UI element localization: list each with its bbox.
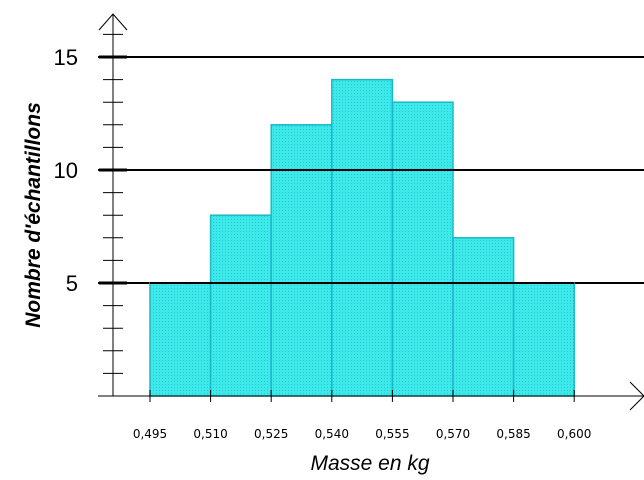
bar-1 bbox=[209, 214, 272, 397]
x-tick-label-6: 0,585 bbox=[496, 427, 530, 441]
y-tick-label-15: 15 bbox=[54, 45, 78, 70]
x-axis-title: Masse en kg bbox=[310, 452, 429, 475]
x-axis-arrow bbox=[629, 381, 644, 411]
axes bbox=[98, 13, 644, 411]
x-tick-label-2: 0,525 bbox=[254, 427, 288, 441]
bar-3 bbox=[331, 78, 394, 397]
bar-2 bbox=[270, 124, 333, 397]
x-tick-label-4: 0,555 bbox=[375, 427, 409, 441]
bar-5 bbox=[452, 237, 515, 397]
x-tick-label-1: 0,510 bbox=[193, 427, 227, 441]
bars bbox=[149, 78, 575, 397]
y-tick-labels: 5 10 15 bbox=[54, 45, 78, 296]
y-axis-arrow bbox=[98, 13, 128, 31]
y-tick-label-10: 10 bbox=[54, 158, 78, 183]
bar-0 bbox=[149, 282, 212, 397]
x-tick-label-0: 0,495 bbox=[133, 427, 167, 441]
y-tick-label-5: 5 bbox=[66, 271, 78, 296]
x-tick-label-5: 0,570 bbox=[436, 427, 470, 441]
x-tick-label-7: 0,600 bbox=[557, 427, 591, 441]
bar-4 bbox=[391, 101, 454, 397]
y-axis-title: Nombre d'échantillons bbox=[22, 102, 45, 328]
x-tick-label-3: 0,540 bbox=[315, 427, 349, 441]
bar-6 bbox=[512, 282, 575, 397]
x-tick-labels: 0,495 0,510 0,525 0,540 0,555 0,570 0,585 0,600 bbox=[133, 427, 592, 441]
